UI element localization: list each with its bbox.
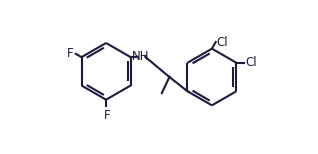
Text: Cl: Cl bbox=[245, 56, 257, 69]
Text: NH: NH bbox=[132, 50, 150, 63]
Text: F: F bbox=[67, 47, 73, 60]
Text: F: F bbox=[104, 109, 110, 122]
Text: Cl: Cl bbox=[217, 36, 228, 49]
